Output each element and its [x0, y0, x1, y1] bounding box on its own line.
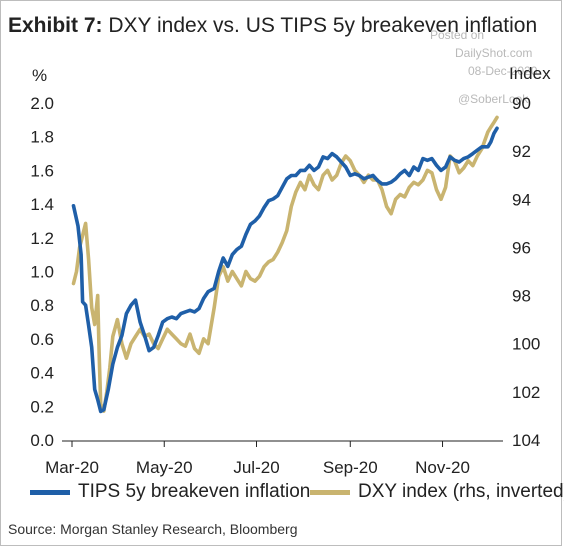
right-axis-unit: Index: [509, 64, 551, 83]
legend-swatch-tips: [30, 489, 70, 495]
right-tick-label: 100: [512, 335, 540, 354]
right-tick-label: 92: [512, 142, 531, 161]
left-tick-label: 0.0: [30, 431, 54, 450]
watermark-handle: @SoberLook: [458, 92, 529, 106]
x-tick-label: May-20: [136, 458, 193, 477]
series-lines: [71, 115, 499, 414]
left-axis: 0.0 0.2 0.4 0.6 0.8 1.0 1.2 1.4 1.6 1.8 2.0: [30, 94, 54, 450]
source-note: Source: Morgan Stanley Research, Bloombe…: [8, 521, 298, 537]
right-tick-label: 96: [512, 238, 531, 257]
legend-item-dxy: DXY index (rhs, inverted): [310, 481, 564, 503]
right-tick-label: 94: [512, 190, 531, 209]
title-text: DXY index vs. US TIPS 5y breakeven infla…: [108, 14, 538, 37]
legend-item-tips: TIPS 5y breakeven inflation: [30, 481, 310, 503]
x-tick-label: Nov-20: [415, 458, 470, 477]
right-tick-label: 104: [512, 431, 540, 450]
x-axis: Mar-20 May-20 Jul-20 Sep-20 Nov-20: [45, 441, 470, 477]
left-tick-label: 0.8: [30, 296, 54, 315]
watermark-site: DailyShot.com: [455, 46, 533, 60]
left-tick-label: 2.0: [30, 94, 54, 113]
watermark-date: 08-Dec-2020: [468, 64, 538, 78]
title-prefix: Exhibit 7:: [8, 14, 103, 37]
right-tick-label: 98: [512, 287, 531, 306]
legend-label-tips: TIPS 5y breakeven inflation: [78, 481, 311, 502]
right-axis: 90 92 94 96 98 100 102 104: [512, 94, 540, 450]
x-tick-label: Sep-20: [323, 458, 378, 477]
left-tick-label: 0.2: [30, 397, 54, 416]
legend-label-dxy: DXY index (rhs, inverted): [358, 481, 564, 502]
right-tick-label: 102: [512, 383, 540, 402]
left-tick-label: 1.8: [30, 128, 54, 147]
legend-swatch-dxy: [310, 489, 350, 495]
tips-line: [71, 126, 499, 414]
left-tick-label: 1.2: [30, 229, 54, 248]
watermark-posted: Posted on: [430, 28, 485, 42]
left-tick-label: 0.6: [30, 330, 54, 349]
x-tick-label: Jul-20: [233, 458, 279, 477]
right-tick-label: 90: [512, 94, 531, 113]
left-tick-label: 1.4: [30, 195, 54, 214]
left-tick-label: 0.4: [30, 364, 54, 383]
chart-title: Exhibit 7: DXY index vs. US TIPS 5y brea…: [8, 14, 537, 38]
x-tick-label: Mar-20: [45, 458, 99, 477]
left-axis-unit: %: [32, 66, 48, 85]
left-tick-label: 1.0: [30, 263, 54, 282]
left-tick-label: 1.6: [30, 161, 54, 180]
dxy-line: [71, 115, 499, 413]
